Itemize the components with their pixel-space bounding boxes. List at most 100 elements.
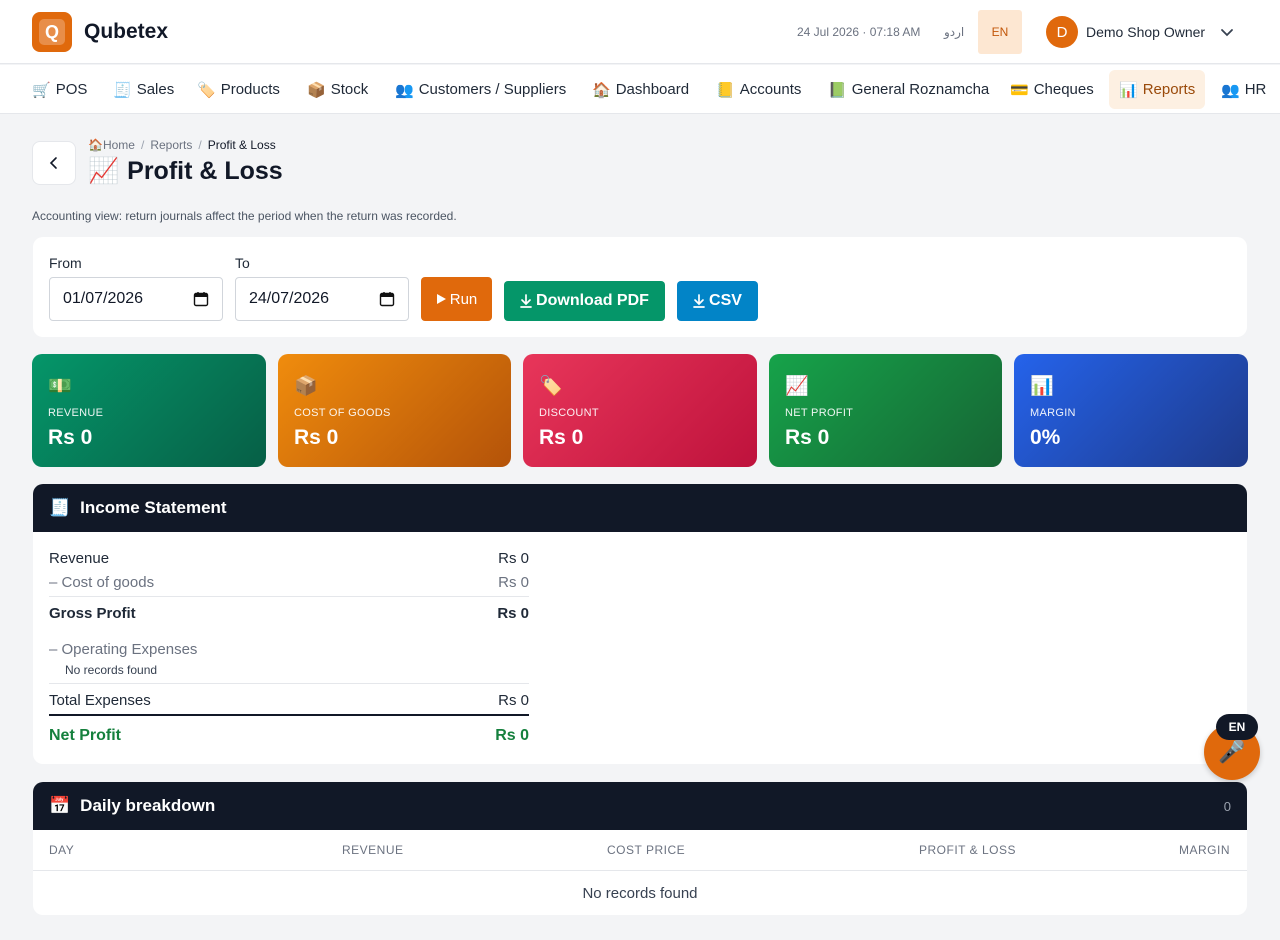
operating-expenses-empty: No records found bbox=[65, 663, 158, 677]
from-label: From bbox=[49, 255, 82, 271]
daily-breakdown-header: 📅 Daily breakdown 0 bbox=[33, 782, 1247, 830]
nav-label: Cheques bbox=[1033, 81, 1094, 98]
play-icon bbox=[436, 294, 446, 304]
breadcrumb-home[interactable]: 🏠Home bbox=[88, 138, 135, 152]
nav-item-sales[interactable]: 🧾 Sales bbox=[103, 70, 184, 109]
stat-value: Rs 0 bbox=[294, 426, 339, 449]
nav-label: Dashboard bbox=[615, 81, 690, 98]
brand-name[interactable]: Qubetex bbox=[84, 20, 169, 43]
revenue-value: Rs 0 bbox=[498, 550, 529, 567]
user-menu[interactable]: D Demo Shop Owner bbox=[1046, 16, 1237, 48]
record-count: 0 bbox=[1223, 798, 1231, 814]
download-pdf-button[interactable]: Download PDF bbox=[504, 281, 665, 321]
nav-item-cheques[interactable]: 💳 Cheques bbox=[1000, 70, 1104, 109]
table-divider bbox=[33, 870, 1247, 871]
urdu-language-toggle[interactable]: اردو bbox=[944, 25, 965, 39]
credit-card-icon: 💳 bbox=[1010, 81, 1029, 99]
cart-icon: 🛒 bbox=[32, 81, 51, 99]
breadcrumb-separator: / bbox=[140, 138, 145, 152]
tag-icon: 🏷️ bbox=[539, 376, 563, 397]
stat-label: COST OF GOODS bbox=[294, 407, 391, 419]
user-name: Demo Shop Owner bbox=[1086, 24, 1206, 40]
run-button[interactable]: Run bbox=[421, 277, 492, 321]
stat-label: DISCOUNT bbox=[539, 407, 599, 419]
nav-item-stock[interactable]: 📦 Stock bbox=[297, 70, 378, 109]
stat-label: MARGIN bbox=[1030, 407, 1076, 419]
column-header-margin[interactable]: MARGIN bbox=[1179, 843, 1230, 857]
nav-item-pos[interactable]: 🛒 POS bbox=[22, 70, 97, 109]
filter-card: From 01/07/2026 To 24/07/2026 Run Downlo… bbox=[33, 237, 1247, 337]
to-date-input[interactable]: 24/07/2026 bbox=[235, 277, 409, 321]
revenue-label: Revenue bbox=[49, 550, 110, 567]
stat-value: Rs 0 bbox=[48, 426, 93, 449]
net-profit-label: Net Profit bbox=[49, 727, 121, 744]
stat-value: 0% bbox=[1030, 426, 1061, 449]
calendar-icon[interactable] bbox=[193, 291, 209, 307]
nav-label: Stock bbox=[330, 81, 369, 98]
column-header-revenue[interactable]: REVENUE bbox=[342, 843, 404, 857]
page-subtitle: Accounting view: return journals affect … bbox=[32, 209, 457, 223]
bar-chart-icon: 📊 bbox=[1119, 81, 1138, 99]
stat-value: Rs 0 bbox=[539, 426, 584, 449]
chart-up-icon: 📈 bbox=[785, 376, 809, 397]
back-button[interactable] bbox=[32, 141, 76, 185]
english-language-toggle[interactable]: EN bbox=[978, 10, 1022, 54]
total-expenses-row: Total Expenses Rs 0 bbox=[49, 692, 529, 709]
to-label: To bbox=[235, 255, 250, 271]
download-icon bbox=[520, 294, 532, 308]
cogs-value: Rs 0 bbox=[498, 574, 529, 591]
net-profit-value: Rs 0 bbox=[495, 727, 529, 744]
column-header-cost-price[interactable]: COST PRICE bbox=[607, 843, 686, 857]
stat-label: REVENUE bbox=[48, 407, 104, 419]
nav-item-accounts[interactable]: 📒 Accounts bbox=[706, 70, 811, 109]
nav-label: General Roznamcha bbox=[851, 81, 990, 98]
chart-up-icon: 📈 bbox=[88, 157, 120, 185]
ledger-icon: 📒 bbox=[716, 81, 735, 99]
divider bbox=[49, 596, 529, 597]
nav-item-customers-suppliers[interactable]: 👥 Customers / Suppliers bbox=[385, 70, 576, 109]
home-icon: 🏠 bbox=[592, 81, 611, 99]
logo[interactable]: Q bbox=[32, 12, 72, 52]
operating-expenses-row: – Operating Expenses bbox=[49, 641, 529, 658]
income-statement-header: 🧾 Income Statement bbox=[33, 484, 1247, 532]
home-icon: 🏠 bbox=[88, 138, 103, 152]
csv-button[interactable]: CSV bbox=[677, 281, 758, 321]
breadcrumb: 🏠Home / Reports / Profit & Loss bbox=[88, 138, 276, 152]
logo-letter: Q bbox=[39, 19, 65, 45]
column-header-profit-loss[interactable]: PROFIT & LOSS bbox=[919, 843, 1016, 857]
download-icon bbox=[693, 294, 705, 308]
daily-breakdown-title: Daily breakdown bbox=[80, 796, 216, 815]
download-pdf-label: Download PDF bbox=[536, 292, 649, 309]
nav-label: HR bbox=[1244, 81, 1267, 98]
cogs-row: – Cost of goods Rs 0 bbox=[49, 574, 529, 591]
nav-item-products[interactable]: 🏷️ Products bbox=[187, 70, 290, 109]
current-datetime: 24 Jul 2026 · 07:18 AM bbox=[797, 25, 921, 39]
package-icon: 📦 bbox=[294, 376, 318, 397]
divider bbox=[49, 714, 529, 716]
money-icon: 💵 bbox=[48, 376, 72, 397]
stat-label: NET PROFIT bbox=[785, 407, 854, 419]
nav-label: Accounts bbox=[739, 81, 802, 98]
gross-profit-value: Rs 0 bbox=[497, 605, 529, 622]
nav-label: Sales bbox=[136, 81, 175, 98]
breadcrumb-separator: / bbox=[198, 138, 202, 152]
gross-profit-label: Gross Profit bbox=[49, 605, 136, 622]
nav-item-general-roznamcha[interactable]: 📗 General Roznamcha bbox=[818, 70, 999, 109]
people-icon: 👥 bbox=[395, 81, 414, 99]
revenue-row: Revenue Rs 0 bbox=[49, 550, 529, 567]
column-header-day[interactable]: DAY bbox=[49, 843, 75, 857]
nav-item-reports[interactable]: 📊 Reports bbox=[1109, 70, 1206, 109]
nav-label: Reports bbox=[1142, 81, 1196, 98]
top-header: Q Qubetex 24 Jul 2026 · 07:18 AM اردو EN… bbox=[0, 0, 1280, 64]
nav-item-hr[interactable]: 👥 HR bbox=[1211, 70, 1276, 109]
bar-chart-icon: 📊 bbox=[1030, 376, 1054, 397]
cogs-label: – Cost of goods bbox=[49, 574, 155, 591]
csv-label: CSV bbox=[709, 292, 742, 309]
stat-card-cost-of-goods: 📦 COST OF GOODS Rs 0 bbox=[278, 354, 511, 467]
nav-item-dashboard[interactable]: 🏠 Dashboard bbox=[582, 70, 699, 109]
stat-value: Rs 0 bbox=[785, 426, 830, 449]
calendar-icon[interactable] bbox=[379, 291, 395, 307]
breadcrumb-current: Profit & Loss bbox=[207, 138, 276, 152]
from-date-input[interactable]: 01/07/2026 bbox=[49, 277, 223, 321]
breadcrumb-reports[interactable]: Reports bbox=[150, 138, 193, 152]
